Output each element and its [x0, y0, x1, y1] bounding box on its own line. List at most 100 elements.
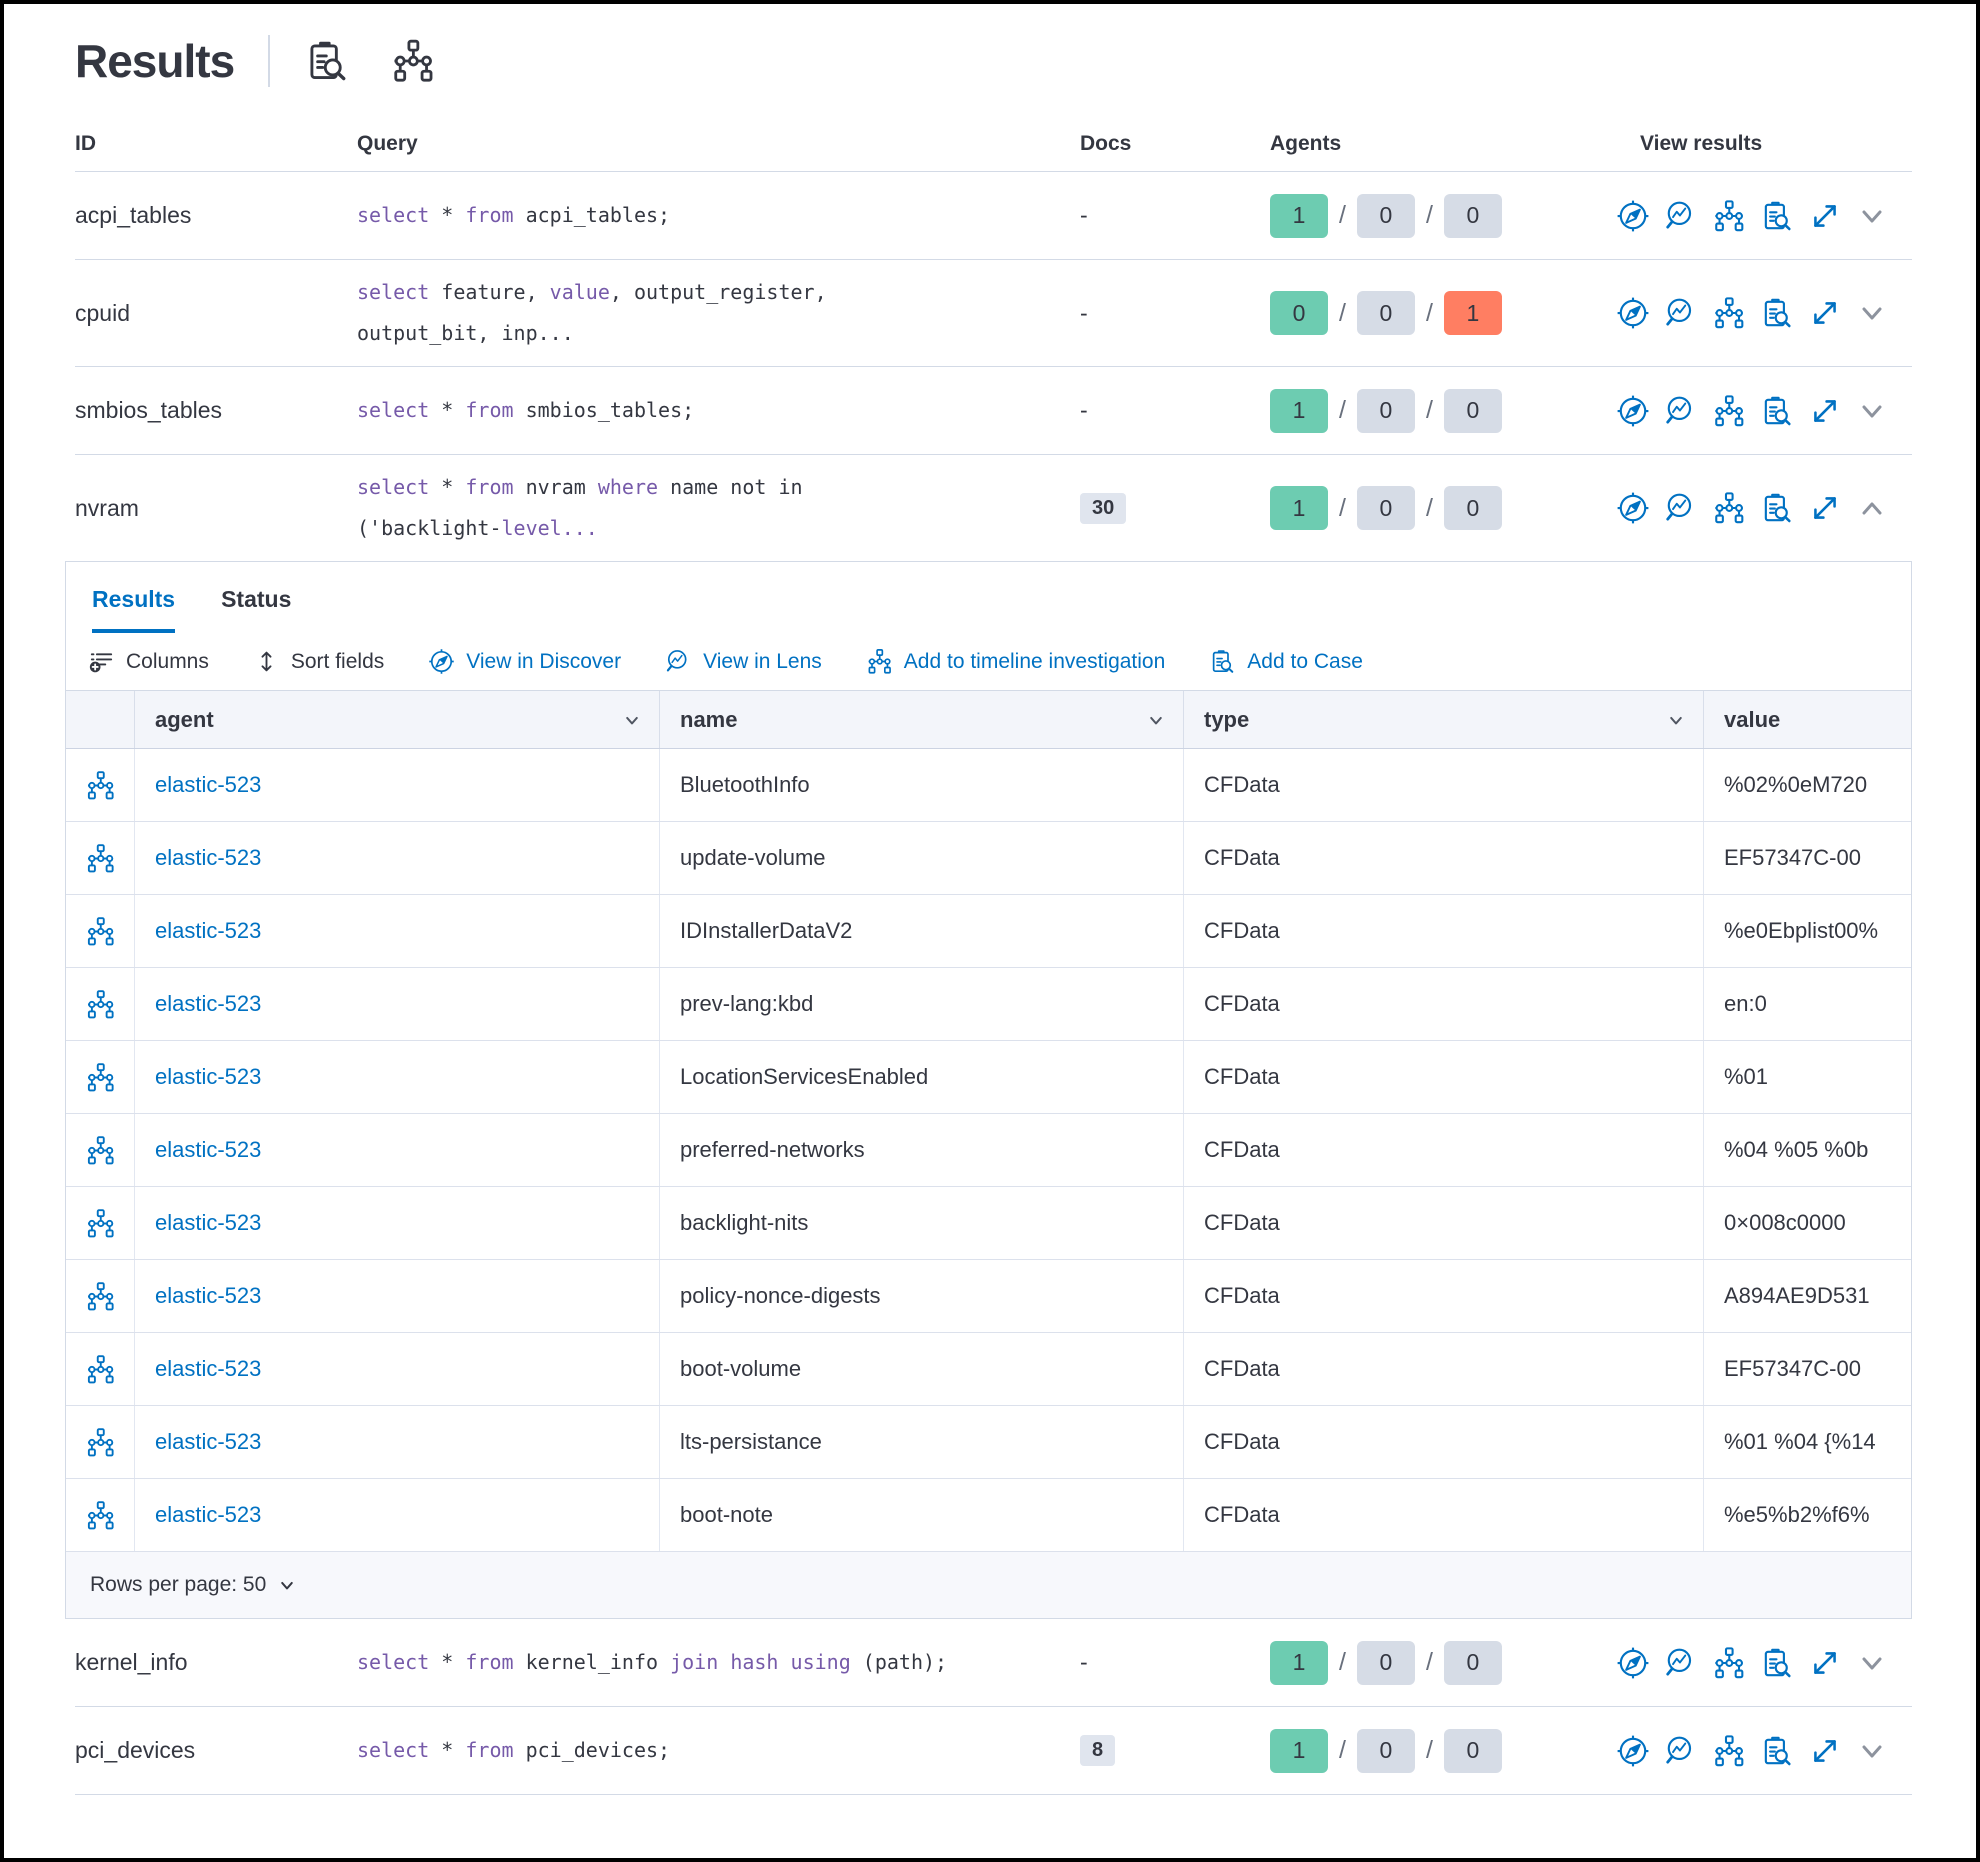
expand-row-chevron-down-icon[interactable]: [1856, 297, 1888, 329]
type-cell: CFData: [1184, 968, 1704, 1040]
add-to-timeline-link[interactable]: Add to timeline investigation: [866, 648, 1165, 675]
agent-link[interactable]: elastic-523: [155, 1210, 262, 1235]
agents-separator: /: [1425, 1736, 1433, 1764]
agent-link[interactable]: elastic-523: [155, 1283, 262, 1308]
add-to-timeline-icon[interactable]: [1712, 1646, 1746, 1680]
agent-link[interactable]: elastic-523: [155, 772, 262, 797]
add-to-timeline-icon[interactable]: [1712, 1734, 1746, 1768]
query-line: output_bit, inp...: [357, 313, 1080, 354]
chevron-down-icon[interactable]: [276, 1574, 298, 1596]
add-to-case-icon[interactable]: [1760, 491, 1794, 525]
add-to-case-link[interactable]: Add to Case: [1209, 648, 1363, 675]
query-token: hash: [730, 1650, 779, 1674]
query-token: select: [357, 398, 430, 422]
view-in-discover-icon[interactable]: [1616, 394, 1650, 428]
row-timeline-tree-icon[interactable]: [66, 1333, 135, 1405]
query-token: select: [357, 475, 430, 499]
add-to-case-icon[interactable]: [1760, 199, 1794, 233]
view-in-lens-icon[interactable]: [1664, 1646, 1698, 1680]
open-results-icon[interactable]: [1808, 1646, 1842, 1680]
query-id: smbios_tables: [75, 397, 223, 423]
agent-column-header[interactable]: agent: [135, 691, 660, 748]
row-timeline-tree-icon[interactable]: [66, 1260, 135, 1332]
open-results-icon[interactable]: [1808, 199, 1842, 233]
name-column-header[interactable]: name: [660, 691, 1184, 748]
query-token: pci_devices;: [513, 1738, 671, 1762]
value-cell: %01 %04 {%14: [1724, 1429, 1876, 1454]
row-timeline-tree-icon[interactable]: [66, 1479, 135, 1551]
agent-link[interactable]: elastic-523: [155, 1137, 262, 1162]
agent-link[interactable]: elastic-523: [155, 1356, 262, 1381]
view-in-lens-icon[interactable]: [1664, 296, 1698, 330]
agents-failed-badge: 0: [1443, 486, 1502, 530]
tab-results[interactable]: Results: [92, 586, 176, 633]
agent-link[interactable]: elastic-523: [155, 991, 262, 1016]
rows-per-page-button[interactable]: Rows per page: 50: [90, 1573, 267, 1596]
add-to-case-icon[interactable]: [1760, 1646, 1794, 1680]
add-to-case-icon[interactable]: [1760, 296, 1794, 330]
timeline-tree-icon[interactable]: [390, 38, 436, 84]
page-title: Results: [75, 35, 235, 87]
type-column-header[interactable]: type: [1184, 691, 1704, 748]
row-timeline-tree-icon[interactable]: [66, 968, 135, 1040]
results-toolbar: Columns Sort fields View in Discover Vie…: [66, 633, 1911, 690]
tab-status[interactable]: Status: [221, 586, 292, 612]
open-results-icon[interactable]: [1808, 491, 1842, 525]
agent-link[interactable]: elastic-523: [155, 1502, 262, 1527]
agents-success-badge: 1: [1270, 1728, 1328, 1773]
value-cell: EF57347C-00: [1724, 845, 1861, 870]
view-in-discover-icon[interactable]: [1616, 199, 1650, 233]
row-timeline-tree-icon[interactable]: [66, 895, 135, 967]
agents-pending-badge: 0: [1356, 291, 1415, 335]
sort-fields-button[interactable]: Sort fields: [253, 648, 384, 675]
agent-cell: elastic-523: [135, 1479, 660, 1551]
pagination-footer: Rows per page: 50: [66, 1552, 1911, 1618]
expand-row-chevron-down-icon[interactable]: [1856, 1735, 1888, 1767]
open-results-icon[interactable]: [1808, 296, 1842, 330]
docs-cell: -: [1080, 1649, 1250, 1676]
agent-link[interactable]: elastic-523: [155, 1429, 262, 1454]
agent-link[interactable]: elastic-523: [155, 918, 262, 943]
agent-link[interactable]: elastic-523: [155, 845, 262, 870]
columns-button[interactable]: Columns: [88, 648, 209, 675]
view-in-discover-icon[interactable]: [1616, 296, 1650, 330]
value-column-header[interactable]: value: [1724, 706, 1781, 732]
results-rows-bottom: kernel_info select * from kernel_info joi…: [75, 1619, 1912, 1795]
row-timeline-tree-icon[interactable]: [66, 749, 135, 821]
expand-row-chevron-down-icon[interactable]: [1856, 395, 1888, 427]
view-in-discover-link[interactable]: View in Discover: [428, 648, 621, 675]
row-timeline-tree-icon[interactable]: [66, 1187, 135, 1259]
view-in-discover-icon[interactable]: [1616, 1734, 1650, 1768]
row-timeline-tree-icon[interactable]: [66, 822, 135, 894]
view-in-lens-icon[interactable]: [1664, 1734, 1698, 1768]
view-in-discover-icon[interactable]: [1616, 1646, 1650, 1680]
add-to-timeline-icon[interactable]: [1712, 394, 1746, 428]
query-token: select: [357, 203, 430, 227]
add-to-timeline-icon[interactable]: [1712, 199, 1746, 233]
view-in-lens-icon[interactable]: [1664, 199, 1698, 233]
columns-icon: [88, 648, 115, 675]
view-in-lens-icon[interactable]: [1664, 491, 1698, 525]
name-cell: policy-nonce-digests: [660, 1260, 1184, 1332]
open-results-icon[interactable]: [1808, 1734, 1842, 1768]
view-in-lens-link[interactable]: View in Lens: [665, 648, 822, 675]
row-timeline-tree-icon[interactable]: [66, 1114, 135, 1186]
collapse-row-chevron-up-icon[interactable]: [1856, 492, 1888, 524]
query-id: cpuid: [75, 299, 130, 326]
value-cell: 0×008c0000: [1724, 1210, 1846, 1235]
expand-row-chevron-down-icon[interactable]: [1856, 200, 1888, 232]
add-to-timeline-icon[interactable]: [1712, 296, 1746, 330]
view-in-lens-icon[interactable]: [1664, 394, 1698, 428]
open-results-icon[interactable]: [1808, 394, 1842, 428]
add-to-case-icon[interactable]: [1760, 394, 1794, 428]
view-in-discover-icon[interactable]: [1616, 491, 1650, 525]
agent-link[interactable]: elastic-523: [155, 1064, 262, 1089]
agents-separator: /: [1339, 1736, 1346, 1764]
row-timeline-tree-icon[interactable]: [66, 1406, 135, 1478]
inspect-icon[interactable]: [304, 38, 350, 84]
row-timeline-tree-icon[interactable]: [66, 1041, 135, 1113]
expand-row-chevron-down-icon[interactable]: [1856, 1647, 1888, 1679]
add-to-timeline-icon[interactable]: [1712, 491, 1746, 525]
name-cell: boot-note: [660, 1479, 1184, 1551]
add-to-case-icon[interactable]: [1760, 1734, 1794, 1768]
